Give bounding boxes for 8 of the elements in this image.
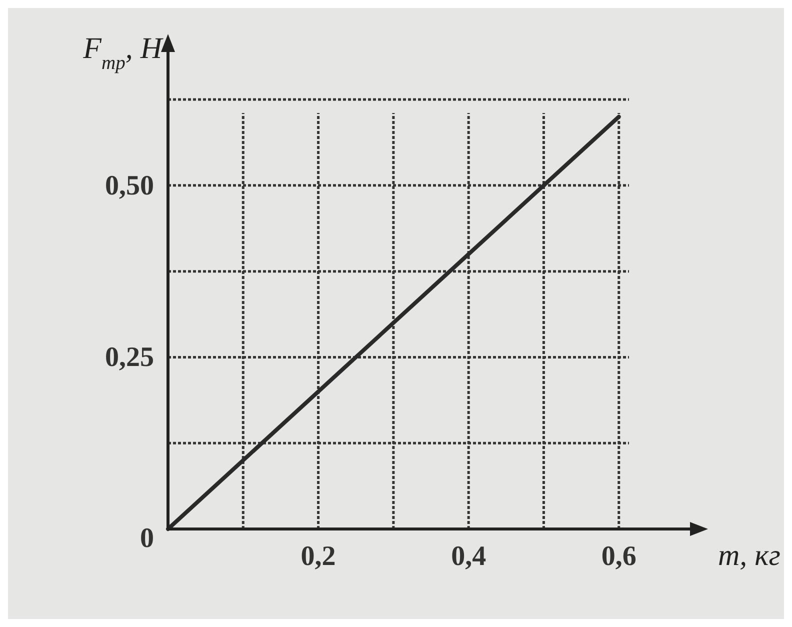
y-tick-label: 0 bbox=[140, 523, 154, 554]
x-tick-label: 0,2 bbox=[300, 541, 336, 572]
x-tick-label: 0,6 bbox=[601, 541, 636, 572]
y-axis-title: F$_{тр}$, Н bbox=[82, 32, 164, 74]
x-tick-label: 0,4 bbox=[451, 541, 486, 572]
y-tick-label: 0,50 bbox=[105, 170, 154, 202]
y-tick-label: 0,25 bbox=[105, 342, 154, 374]
x-axis-title: m, кг bbox=[718, 539, 781, 572]
